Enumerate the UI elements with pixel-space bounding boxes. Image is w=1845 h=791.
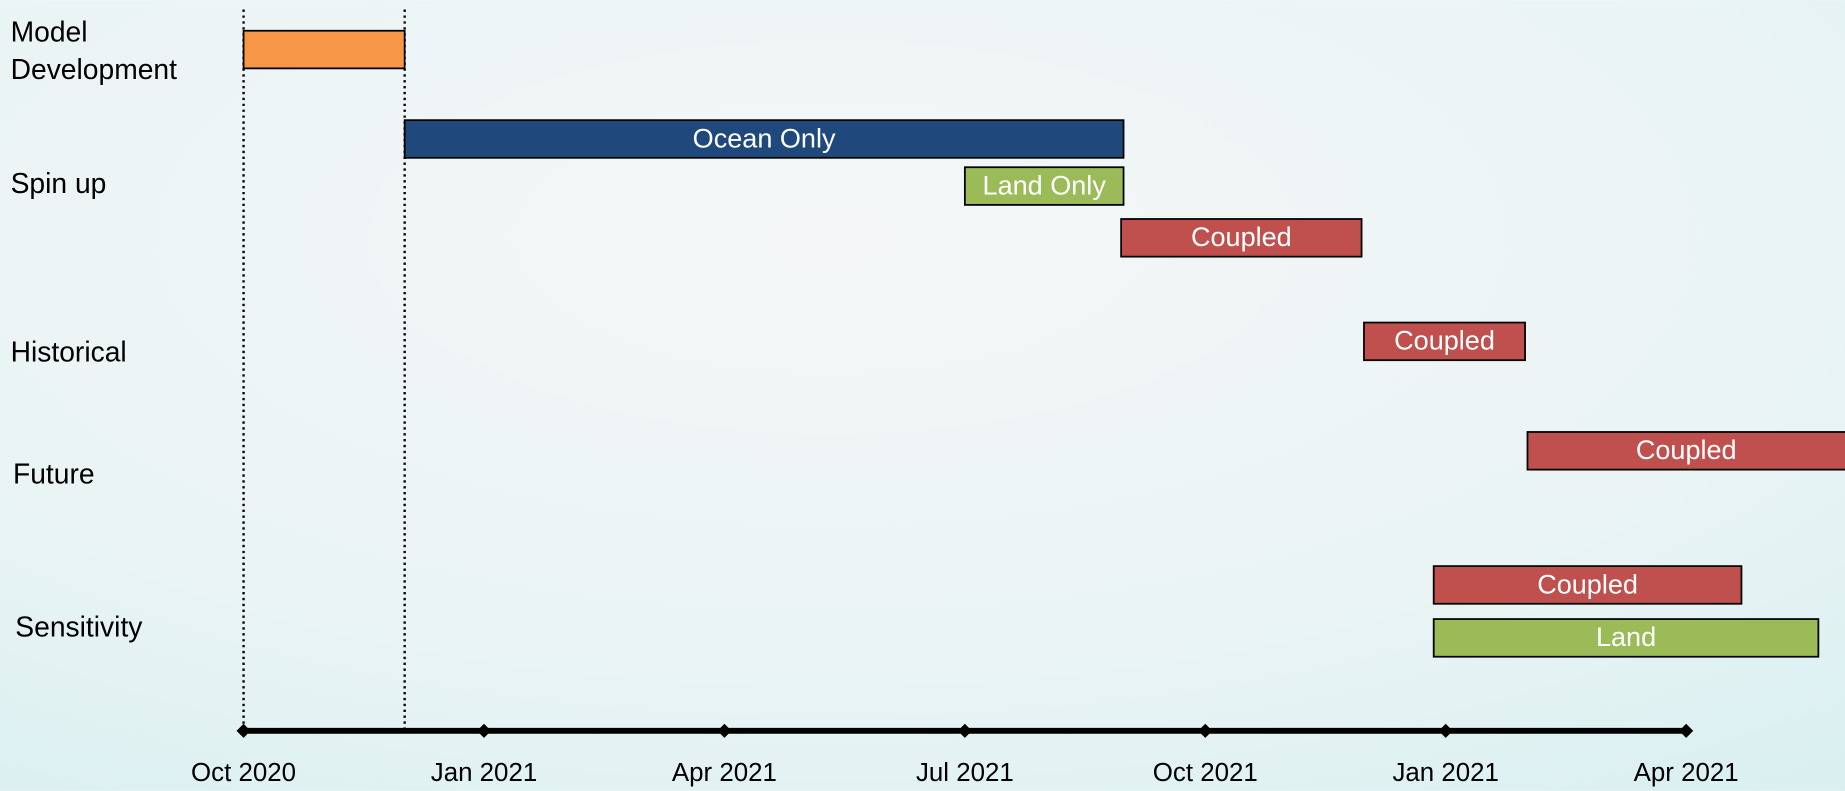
task-label: Ocean Only	[693, 123, 836, 153]
x-tick-label: Jul 2021	[916, 759, 1014, 787]
row-label: Model Development	[10, 16, 177, 87]
task-bar	[1432, 565, 1743, 605]
x-tick-label: Apr 2021	[1634, 759, 1739, 787]
row-label-wrap: Historical	[11, 306, 235, 400]
task-label: Land Only	[983, 170, 1107, 200]
row-label-wrap: Future	[13, 428, 237, 522]
row-label-box: Model Development	[11, 5, 235, 99]
row-label-box: Sensitivity	[15, 581, 239, 675]
row-label-wrap: Sensitivity	[15, 581, 239, 675]
row-label-wrap: Spin up	[11, 138, 235, 232]
task-label: Coupled	[1191, 222, 1292, 252]
row-label-box: Spin up	[11, 138, 235, 232]
task-label: Coupled	[1636, 435, 1737, 465]
task-label: Coupled	[1394, 326, 1495, 356]
row-label-wrap: Model Development	[11, 5, 235, 99]
row-label: Sensitivity	[15, 612, 143, 644]
task-bar	[1526, 431, 1845, 471]
task-bar	[1432, 618, 1820, 658]
task-label: Land	[1596, 622, 1656, 652]
row-label-box: Historical	[11, 306, 235, 400]
task-bar	[1363, 321, 1526, 362]
x-tick-label: Oct 2020	[191, 759, 296, 787]
task-bar	[963, 166, 1125, 206]
x-tick-label: Apr 2021	[672, 759, 777, 787]
task-bar	[1120, 218, 1363, 258]
row-label-box: Future	[13, 428, 237, 522]
task-bar	[242, 29, 406, 70]
x-tick-label: Oct 2021	[1153, 759, 1258, 787]
row-label: Future	[12, 459, 95, 491]
task-label: Coupled	[1537, 569, 1638, 599]
task-bar	[403, 119, 1125, 159]
row-label: Spin up	[10, 168, 107, 201]
x-tick-label: Jan 2021	[1392, 759, 1498, 787]
row-label: Historical	[10, 336, 127, 369]
x-tick-label: Jan 2021	[431, 759, 537, 787]
